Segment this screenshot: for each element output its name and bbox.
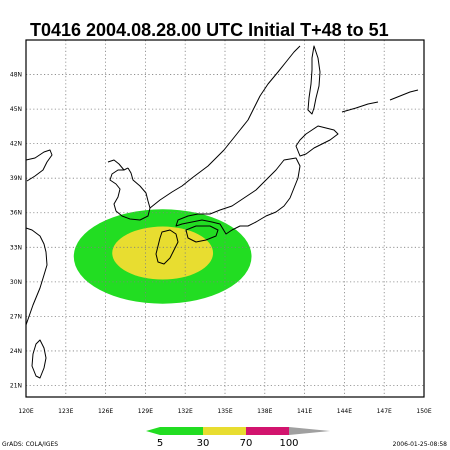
- lon-tick-label: 144E: [337, 408, 352, 415]
- timestamp-text: 2006-01-25-08:58: [393, 441, 448, 448]
- map-frame: [25, 39, 425, 398]
- lat-tick-label: 42N: [10, 141, 22, 148]
- lat-tick-label: 27N: [10, 313, 22, 320]
- lat-tick-label: 39N: [10, 175, 22, 182]
- probability-areas: [73, 209, 252, 304]
- lon-tick-label: 129E: [138, 408, 153, 415]
- lat-tick-label: 36N: [10, 210, 22, 217]
- lon-tick-label: 120E: [18, 408, 33, 415]
- colorbar-right-arrow: [289, 427, 330, 435]
- map-title: T0416 2004.08.28.00 UTC Initial T+48 to …: [30, 20, 389, 40]
- lon-tick-label: 135E: [217, 408, 232, 415]
- colorbar-label: 5: [157, 438, 163, 449]
- colorbar-segment-5-30: [160, 427, 203, 435]
- credit-text: GrADS: COLA/IGES: [2, 441, 58, 448]
- colorbar-label: 100: [279, 438, 298, 449]
- lon-tick-label: 147E: [377, 408, 392, 415]
- lat-tick-label: 48N: [10, 72, 22, 79]
- lat-tick-label: 45N: [10, 106, 22, 113]
- lon-tick-label: 132E: [178, 408, 193, 415]
- lon-tick-label: 150E: [416, 408, 431, 415]
- lon-tick-label: 123E: [58, 408, 73, 415]
- colorbar-label: 70: [240, 438, 253, 449]
- lat-tick-label: 30N: [10, 279, 22, 286]
- lon-tick-label: 141E: [297, 408, 312, 415]
- colorbar-left-arrow: [146, 427, 160, 435]
- lon-tick-label: 138E: [257, 408, 272, 415]
- probability-area-30-70: [112, 226, 214, 280]
- colorbar-segment-30-70: [203, 427, 246, 435]
- colorbar: 5 30 70 100: [146, 427, 330, 449]
- longitude-tick-labels: 120E 123E 126E 129E 132E 135E 138E 141E 144E 147E…: [18, 408, 431, 415]
- map-plot-area: [25, 40, 424, 397]
- latitude-tick-labels: 21N 24N 27N 30N 33N 36N 39N 42N 45N 48N: [10, 72, 22, 390]
- lat-tick-label: 21N: [10, 382, 22, 389]
- lat-tick-label: 24N: [10, 348, 22, 355]
- colorbar-label: 30: [197, 438, 210, 449]
- colorbar-segment-70-100: [246, 427, 289, 435]
- lon-tick-label: 126E: [98, 408, 113, 415]
- lat-lon-grid: [26, 40, 424, 397]
- lat-tick-label: 33N: [10, 244, 22, 251]
- coastlines: [25, 45, 419, 379]
